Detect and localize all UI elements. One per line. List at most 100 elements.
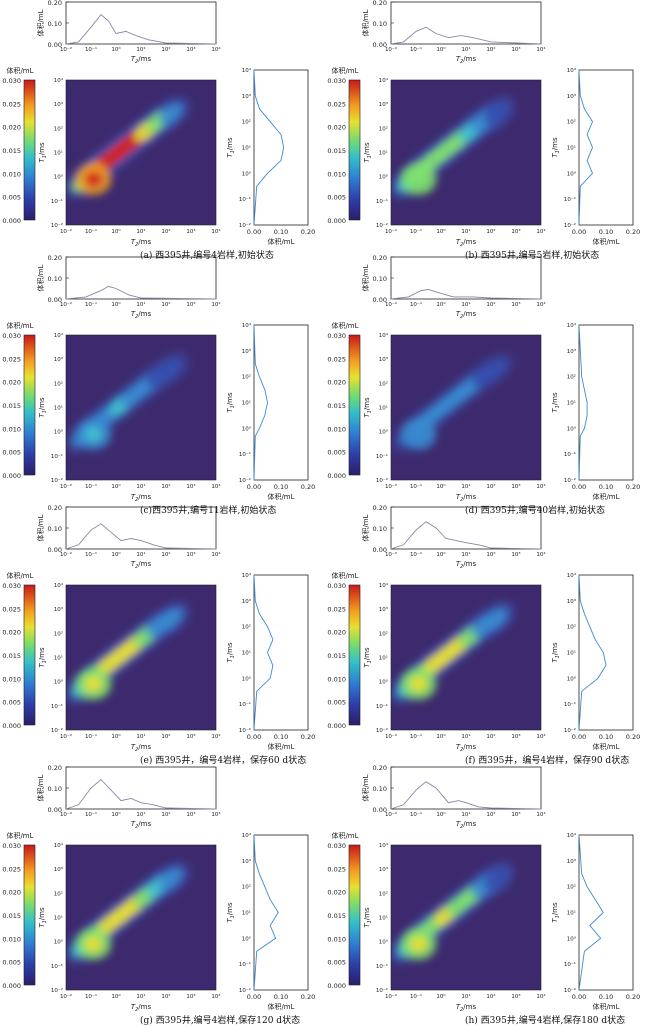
heatmap-x-tick-label: 10⁴ [211,228,221,235]
t1-distribution-curve [578,69,594,226]
heatmap-x-axis-label: T2/ms [456,1003,477,1013]
side-y-tick-label: 10⁰ [567,675,577,682]
top-x-tick-label: 10⁴ [536,301,546,308]
heatmap-x-tick-label: 10⁻² [60,483,72,490]
colorbar-tick-label: 0.020 [327,889,346,897]
colorbar-tick-label: 0.005 [327,959,346,967]
colorbar-tick-label: 0.000 [2,722,21,730]
top-x-tick-label: 10⁰ [111,811,121,818]
heatmap-x-tick-label: 10² [486,733,495,740]
t1-distribution-curve [253,69,285,226]
heatmap-y-tick-label: 10² [54,890,63,897]
top-x-tick-label: 10⁻¹ [410,46,422,53]
panel-svg: 0.00 0.10 0.20 10⁻² 10⁻¹ 10⁰ 10¹ 10² 10³ 10⁴ 体积/mL… [2,254,315,503]
colorbar [23,334,36,476]
heatmap-y-tick-label: 10³ [54,101,63,108]
side-distribution-frame [253,574,309,731]
top-y-tick-label: 0.10 [373,785,387,793]
side-y-tick-label: 10³ [242,348,251,355]
heatmap-y-tick-label: 10⁻¹ [51,453,63,460]
panel-caption: (b) 西395井,编号5岩样,初始状态 [465,251,600,261]
heatmap-y-tick-label: 10² [54,630,63,637]
side-y-tick-label: 10² [567,374,576,381]
side-y-tick-label: 10⁰ [242,425,252,432]
heatmap-x-tick-label: 10³ [186,483,195,490]
side-x-tick-label: 0.20 [301,483,315,491]
top-y-axis-label: 体积/mL [361,9,370,36]
panel-caption: (f) 西395井，编号4岩样，保存90 d状态 [465,756,630,766]
top-x-tick-label: 10⁻² [385,301,397,308]
panel-svg: 0.00 0.10 0.20 10⁻² 10⁻¹ 10⁰ 10¹ 10² 10³ 10⁴ 体积/mL… [327,254,640,503]
top-x-tick-label: 10³ [186,301,195,308]
heatmap-x-tick-label: 10⁻² [60,228,72,235]
panel-caption: (g) 西395井,编号4岩样,保存120 d状态 [140,1016,301,1026]
heatmap-y-tick-label: 10¹ [54,655,63,662]
heatmap-x-tick-label: 10¹ [136,228,145,235]
heatmap-y-axis-label: T1/ms [38,397,48,418]
top-y-tick-label: 0.20 [48,0,62,7]
panel-0: 0.00 0.10 0.20 10⁻² 10⁻¹ 10⁰ 10¹ 10² 10³ 10⁴ 体积/mL… [0,0,325,261]
top-x-tick-label: 10⁰ [111,46,121,53]
heatmap-y-tick-label: 10⁰ [379,939,389,946]
heatmap-y-tick-label: 10³ [379,101,388,108]
heatmap [66,585,216,730]
colorbar-tick-label: 0.025 [327,355,346,363]
top-x-axis-label: T2/ms [456,55,477,65]
heatmap [391,80,541,225]
heatmap-x-tick-label: 10² [161,993,170,1000]
t2-distribution-curve [390,781,542,810]
panel-caption: (c)西395井,编号11岩样,初始状态 [140,506,277,516]
heatmap [391,845,541,990]
side-y-tick-label: 10³ [567,858,576,865]
heatmap-y-tick-label: 10² [54,380,63,387]
side-x-tick-label: 0.10 [274,733,288,741]
top-x-tick-label: 10¹ [136,301,145,308]
top-y-tick-label: 0.00 [48,546,62,554]
side-y-tick-label: 10⁻² [239,222,251,229]
heatmap-y-axis-label: T1/ms [38,907,48,928]
colorbar-tick-label: 0.015 [2,912,21,920]
top-x-axis-label: T2/ms [131,55,152,65]
heatmap-x-tick-label: 10⁰ [111,993,121,1000]
heatmap-x-axis-label: T2/ms [456,493,477,503]
colorbar-tick-label: 0.015 [327,402,346,410]
side-distribution-frame [578,69,634,226]
top-x-tick-label: 10⁻¹ [85,46,97,53]
side-x-tick-label: 0.20 [626,733,640,741]
top-x-tick-label: 10⁰ [436,301,446,308]
heatmap-y-tick-label: 10⁻¹ [51,963,63,970]
top-x-tick-label: 10⁴ [536,551,546,558]
heatmap-core [159,867,183,890]
colorbar-tick-label: 0.005 [327,699,346,707]
side-x-tick-label: 0.00 [247,228,261,236]
colorbar-tick-label: 0.005 [2,194,21,202]
heatmap-pool-core [409,171,428,188]
top-x-tick-label: 10³ [511,301,520,308]
heatmap-y-tick-label: 10³ [54,356,63,363]
colorbar-tick-label: 0.010 [327,170,346,178]
heatmap-x-axis-label: T2/ms [456,743,477,753]
panel-svg: 0.00 0.10 0.20 10⁻² 10⁻¹ 10⁰ 10¹ 10² 10³ 10⁴ 体积/mL… [327,0,640,248]
t1-distribution-curve [253,574,274,731]
heatmap-y-tick-label: 10⁰ [54,174,64,181]
colorbar-tick-label: 0.030 [2,582,21,590]
heatmap-frame [65,334,217,481]
colorbar-tick-label: 0.025 [327,100,346,108]
heatmap-y-tick-label: 10³ [379,356,388,363]
heatmap-pool-core [84,426,103,443]
top-x-tick-label: 10⁻¹ [410,551,422,558]
heatmap-y-tick-label: 10³ [379,866,388,873]
colorbar-tick-label: 0.020 [2,379,21,387]
top-x-tick-label: 10² [486,551,495,558]
side-x-axis-label: 体积/mL [267,492,294,501]
heatmap-x-tick-label: 10² [161,483,170,490]
heatmap-y-tick-label: 10¹ [379,655,388,662]
side-y-tick-label: 10² [242,624,251,631]
top-x-tick-label: 10² [486,811,495,818]
heatmap-core [159,357,183,380]
top-x-tick-label: 10⁰ [436,811,446,818]
side-y-tick-label: 10² [567,624,576,631]
heatmap-y-tick-label: 10⁰ [54,429,64,436]
heatmap-signal [391,601,516,705]
heatmap-signal [391,861,516,965]
